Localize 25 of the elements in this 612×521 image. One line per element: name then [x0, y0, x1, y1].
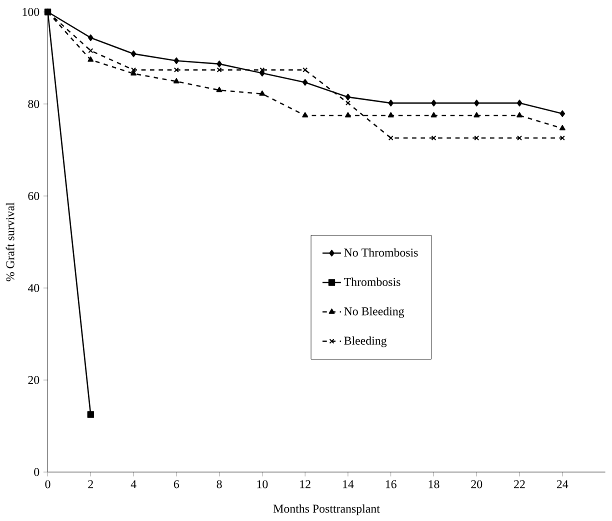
y-axis-title: % Graft survival: [6, 202, 14, 282]
y-tick-label: 100: [22, 8, 40, 16]
y-tick-label: 40: [28, 284, 40, 292]
y-tick-label: 60: [28, 192, 40, 200]
legend-label: Bleeding: [344, 336, 387, 348]
x-tick-label: 16: [386, 480, 396, 488]
x-tick-label: 12: [300, 480, 310, 488]
x-axis-title: Months Posttransplant: [273, 504, 380, 516]
x-tick-label: 22: [514, 480, 525, 488]
x-tick-label: 24: [556, 480, 568, 488]
x-tick-label: 14: [343, 480, 354, 488]
x-tick-label: 6: [174, 480, 180, 488]
x-tick-label: 20: [471, 480, 482, 488]
x-tick-label: 2: [88, 480, 93, 488]
y-tick-label: 0: [34, 468, 40, 476]
x-tick-label: 4: [130, 480, 136, 488]
legend-label: Thrombosis: [344, 278, 400, 286]
x-tick-label: 0: [45, 480, 50, 488]
y-tick-label: 80: [28, 100, 40, 108]
legend-label: No Thrombosis: [344, 248, 418, 257]
x-tick-label: 18: [428, 480, 440, 488]
x-tick-label: 8: [216, 480, 222, 488]
legend-label: No Bleeding: [344, 307, 404, 318]
x-tick-label: 10: [257, 480, 268, 488]
y-tick-label: 20: [28, 376, 40, 384]
